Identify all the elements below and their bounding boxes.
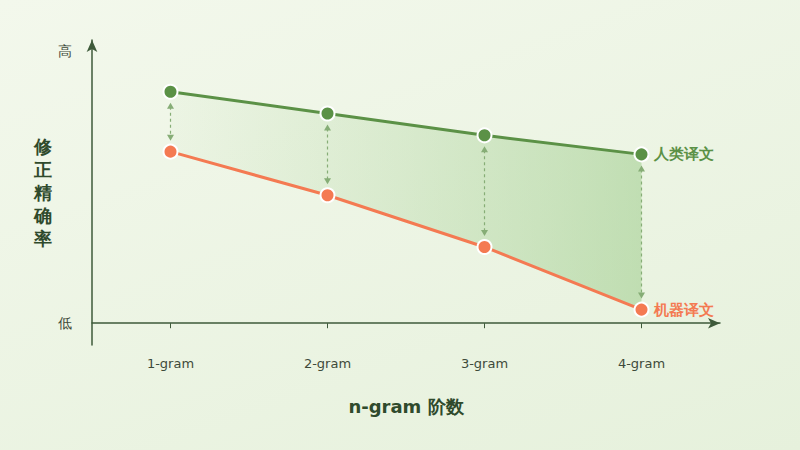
- svg-text:高: 高: [58, 43, 72, 59]
- svg-text:修: 修: [33, 136, 53, 157]
- svg-text:人类译文: 人类译文: [653, 145, 714, 163]
- svg-text:4-gram: 4-gram: [618, 356, 665, 371]
- svg-text:3-gram: 3-gram: [461, 356, 508, 371]
- svg-text:1-gram: 1-gram: [147, 356, 194, 371]
- svg-text:n-gram 阶数: n-gram 阶数: [348, 396, 464, 417]
- svg-text:确: 确: [33, 205, 52, 226]
- svg-text:率: 率: [33, 228, 52, 249]
- svg-text:2-gram: 2-gram: [304, 356, 351, 371]
- svg-text:低: 低: [58, 315, 72, 331]
- svg-text:正: 正: [33, 159, 52, 180]
- svg-text:精: 精: [33, 182, 52, 203]
- svg-text:机器译文: 机器译文: [653, 301, 714, 319]
